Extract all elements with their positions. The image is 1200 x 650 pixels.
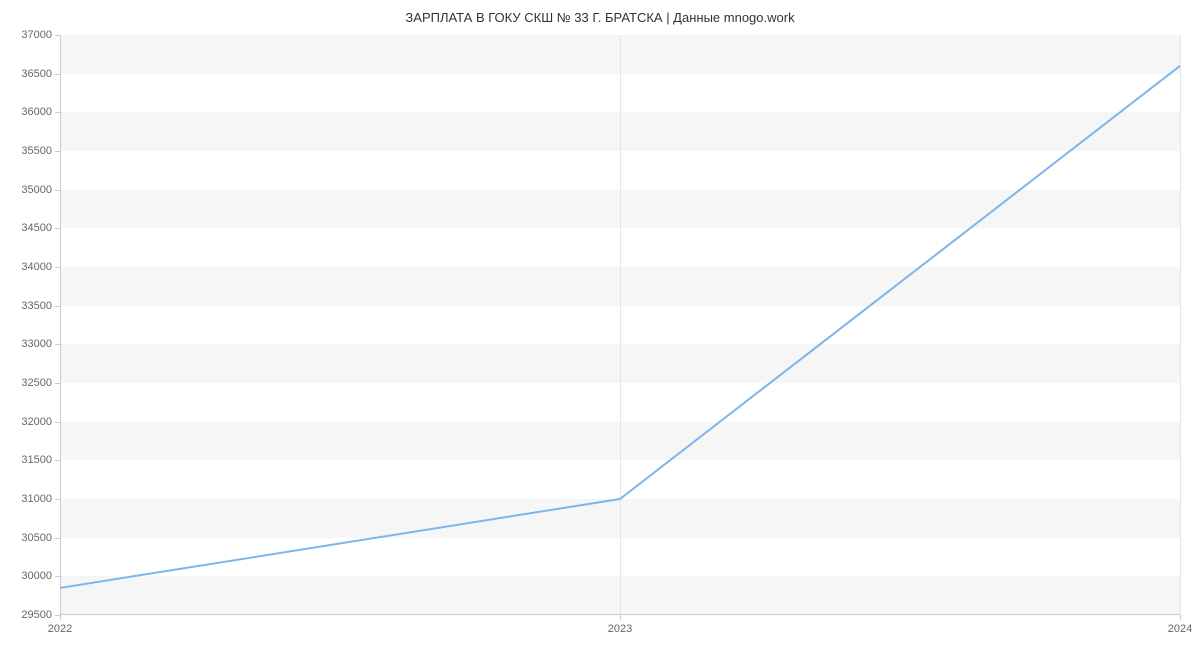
y-tick-label: 33500 (21, 300, 52, 312)
y-tick-label: 30500 (21, 532, 52, 544)
y-tick-label: 32500 (21, 377, 52, 389)
y-tick-label: 35000 (21, 184, 52, 196)
y-tick-label: 32000 (21, 416, 52, 428)
x-tick-mark (60, 615, 61, 620)
y-tick-label: 36000 (21, 106, 52, 118)
data-line (60, 66, 1180, 588)
line-series-layer (60, 35, 1180, 615)
x-tick-label: 2024 (1168, 623, 1192, 635)
y-tick-label: 31000 (21, 493, 52, 505)
x-grid-line (1180, 35, 1181, 615)
chart-title: ЗАРПЛАТА В ГОКУ СКШ № 33 Г. БРАТСКА | Да… (0, 10, 1200, 25)
y-tick-label: 34000 (21, 261, 52, 273)
y-tick-label: 37000 (21, 29, 52, 41)
y-tick-label: 29500 (21, 609, 52, 621)
y-tick-label: 31500 (21, 454, 52, 466)
x-tick-label: 2023 (608, 623, 632, 635)
y-tick-label: 34500 (21, 222, 52, 234)
y-tick-label: 33000 (21, 338, 52, 350)
y-tick-label: 36500 (21, 68, 52, 80)
x-tick-mark (620, 615, 621, 620)
x-tick-label: 2022 (48, 623, 72, 635)
y-tick-label: 35500 (21, 145, 52, 157)
plot-area: 2950030000305003100031500320003250033000… (60, 35, 1180, 615)
x-tick-mark (1180, 615, 1181, 620)
y-tick-label: 30000 (21, 570, 52, 582)
line-chart: ЗАРПЛАТА В ГОКУ СКШ № 33 Г. БРАТСКА | Да… (0, 0, 1200, 650)
